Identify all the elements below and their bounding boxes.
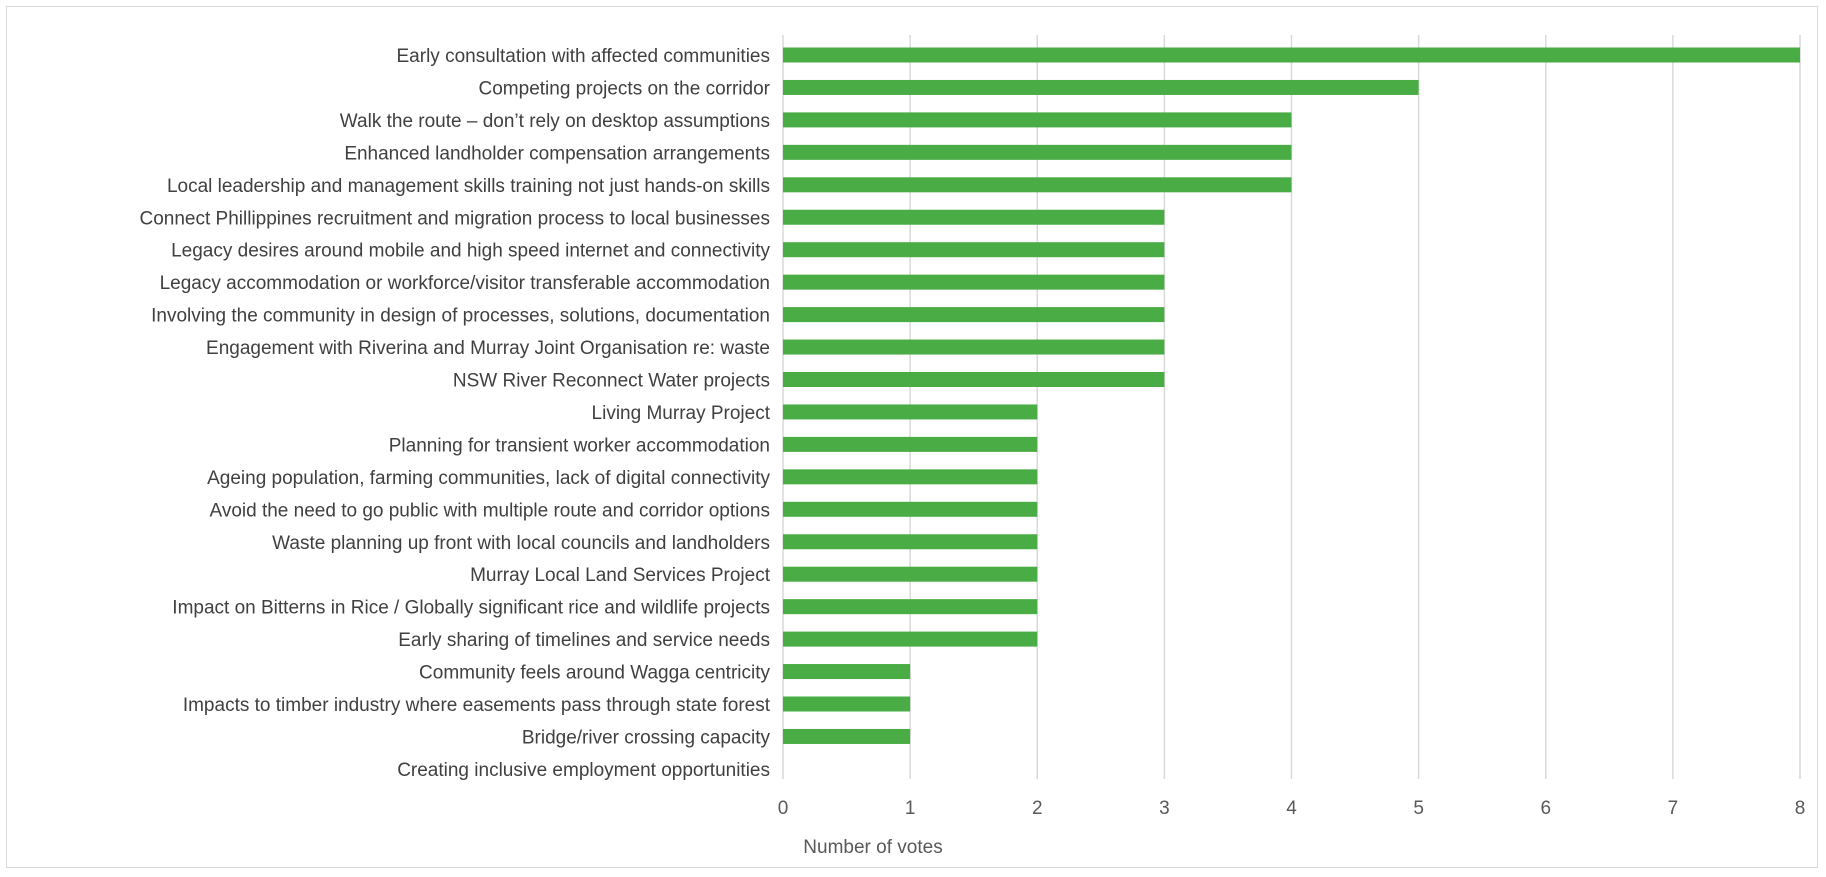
bar [783, 112, 1292, 128]
x-tick-label-2: 2 [1032, 798, 1043, 819]
category-label: Engagement with Riverina and Murray Join… [206, 338, 770, 359]
category-labels: Early consultation with affected communi… [140, 46, 771, 781]
bar [783, 177, 1292, 193]
category-label: Legacy desires around mobile and high sp… [171, 241, 770, 262]
category-label: Walk the route – don’t rely on desktop a… [340, 111, 770, 132]
x-tick-label-0: 0 [778, 798, 789, 819]
category-label: Legacy accommodation or workforce/visito… [160, 273, 770, 294]
category-label: Waste planning up front with local counc… [272, 533, 770, 554]
category-label: Competing projects on the corridor [479, 78, 771, 99]
x-tick-labels: 0 1 2 3 4 5 6 7 8 [778, 798, 1806, 819]
category-label: Local leadership and management skills t… [167, 176, 770, 197]
bar [783, 404, 1038, 420]
x-tick-label-6: 6 [1540, 798, 1551, 819]
bar [783, 242, 1165, 258]
category-label: Involving the community in design of pro… [151, 306, 770, 327]
bar [783, 631, 1038, 647]
category-label: NSW River Reconnect Water projects [453, 371, 770, 392]
bar [783, 144, 1292, 160]
bar [783, 728, 911, 744]
bar [783, 209, 1165, 225]
bar [783, 47, 1800, 63]
x-tick-label-3: 3 [1159, 798, 1170, 819]
bar [783, 696, 911, 712]
x-axis-title: Number of votes [803, 837, 942, 858]
bar [783, 79, 1419, 95]
bar [783, 274, 1165, 290]
bar [783, 372, 1165, 387]
bars [783, 47, 1800, 744]
category-label: Early sharing of timelines and service n… [398, 630, 770, 651]
bar [783, 307, 1165, 323]
bar [783, 664, 911, 680]
category-label: Avoid the need to go public with multipl… [210, 500, 771, 521]
bar [783, 566, 1038, 582]
category-label: Early consultation with affected communi… [397, 46, 771, 67]
chart-frame: Early consultation with affected communi… [6, 6, 1818, 868]
bar [783, 339, 1165, 355]
x-tick-label-8: 8 [1795, 798, 1806, 819]
category-label: Bridge/river crossing capacity [522, 727, 771, 748]
category-label: Enhanced landholder compensation arrange… [344, 143, 770, 164]
bar [783, 534, 1038, 550]
bar-chart: Early consultation with affected communi… [140, 35, 1806, 858]
bar [783, 436, 1038, 452]
bar [783, 501, 1038, 517]
category-label: Ageing population, farming communities, … [207, 468, 770, 489]
category-label: Creating inclusive employment opportunit… [397, 760, 770, 781]
category-label: Connect Phillippines recruitment and mig… [140, 208, 771, 229]
category-label: Community feels around Wagga centricity [419, 663, 770, 684]
x-tick-label-1: 1 [905, 798, 916, 819]
category-label: Planning for transient worker accommodat… [389, 435, 770, 456]
category-label: Impacts to timber industry where easemen… [183, 695, 771, 716]
category-label: Impact on Bitterns in Rice / Globally si… [172, 598, 770, 619]
x-tick-label-7: 7 [1668, 798, 1679, 819]
x-tick-label-4: 4 [1286, 798, 1297, 819]
bar [783, 599, 1038, 615]
bar [783, 469, 1038, 485]
category-label: Murray Local Land Services Project [470, 565, 771, 586]
category-label: Living Murray Project [592, 403, 771, 424]
x-tick-label-5: 5 [1413, 798, 1424, 819]
